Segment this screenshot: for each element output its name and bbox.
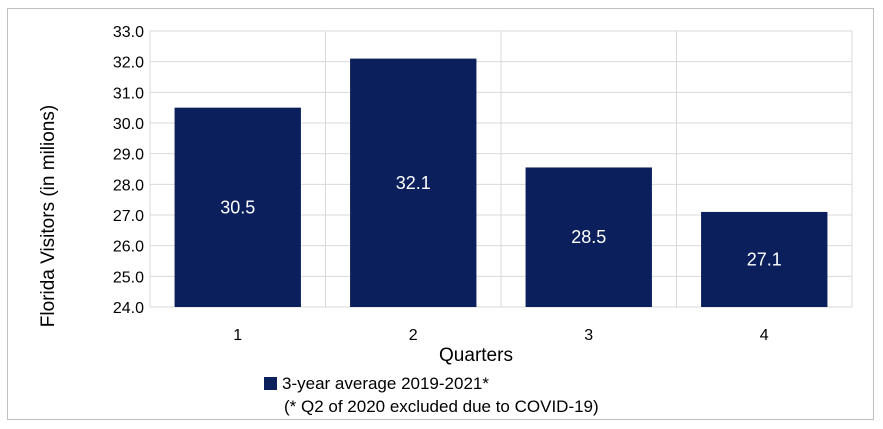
y-tick-label: 29.0 — [113, 147, 144, 164]
bar-value-label: 27.1 — [747, 249, 782, 269]
data-labels: 30.5 32.1 28.5 27.1 — [220, 173, 782, 270]
x-axis-title: Quarters — [439, 345, 513, 366]
y-tick-label: 27.0 — [113, 208, 144, 225]
y-tick-label: 28.0 — [113, 177, 144, 194]
y-tick-label: 25.0 — [113, 269, 144, 286]
y-axis-title: Florida Visitors (in milions) — [38, 105, 59, 327]
x-tick-label: 1 — [233, 327, 242, 344]
x-tick-label: 4 — [760, 327, 769, 344]
x-tick-label: 2 — [409, 327, 418, 344]
y-tick-label: 32.0 — [113, 55, 144, 72]
bars — [174, 58, 828, 308]
x-tick-label: 3 — [584, 327, 593, 344]
y-tick-label: 26.0 — [113, 239, 144, 256]
legend-footnote: (* Q2 of 2020 excluded due to COVID-19) — [284, 397, 599, 416]
bar-value-label: 28.5 — [571, 227, 606, 247]
x-axis-ticks: 1 2 3 4 — [233, 327, 769, 344]
y-tick-label: 31.0 — [113, 85, 144, 102]
bar — [174, 107, 301, 308]
bar — [350, 58, 477, 307]
y-axis-ticks: 24.0 25.0 26.0 27.0 28.0 29.0 30.0 31.0 32.0 33.0 — [113, 24, 144, 317]
bar — [701, 211, 828, 307]
bar — [525, 167, 652, 307]
y-tick-label: 24.0 — [113, 300, 144, 317]
legend: 3-year average 2019-2021* (* Q2 of 2020 … — [264, 374, 599, 416]
legend-label: 3-year average 2019-2021* — [282, 374, 489, 393]
bar-value-label: 32.1 — [396, 173, 431, 193]
y-tick-label: 30.0 — [113, 116, 144, 133]
legend-swatch — [264, 377, 277, 390]
y-tick-label: 33.0 — [113, 24, 144, 41]
bar-value-label: 30.5 — [220, 197, 255, 217]
